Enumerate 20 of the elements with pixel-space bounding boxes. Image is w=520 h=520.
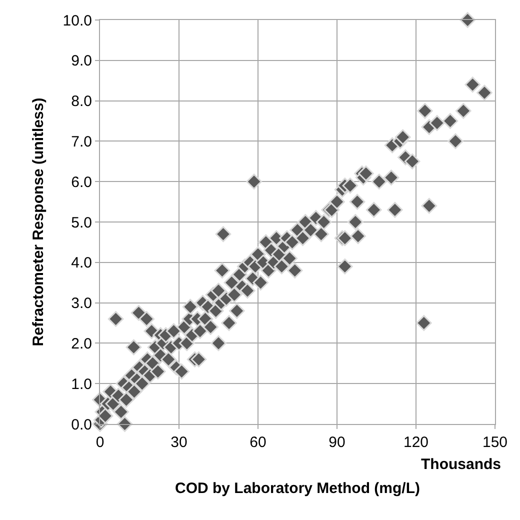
- y-tick-label: 5.0: [71, 214, 92, 232]
- x-tick-label: 60: [250, 434, 266, 451]
- x-tick-label: 90: [328, 434, 346, 451]
- y-tick-label: 6.0: [71, 174, 92, 191]
- y-tick-label: 1.0: [71, 376, 92, 393]
- y-tick-label: 2.0: [71, 335, 92, 352]
- x-tick-label: 150: [482, 434, 508, 451]
- x-tick-label: 120: [403, 434, 429, 451]
- x-axis-title: COD by Laboratory Method (mg/L): [175, 480, 420, 497]
- y-tick-label: 3.0: [71, 295, 92, 312]
- y-tick-label: 8.0: [71, 93, 92, 110]
- y-tick-label: 10.0: [62, 12, 92, 30]
- y-tick-label: 9.0: [71, 52, 92, 70]
- y-tick-label: 0.0: [71, 416, 92, 434]
- y-tick-label: 4.0: [71, 254, 92, 272]
- x-tick-label: 30: [170, 434, 188, 451]
- y-tick-label: 7.0: [71, 133, 92, 150]
- y-axis-title: Refractometer Response (unitless): [30, 98, 48, 346]
- text: Thousands: [421, 456, 502, 473]
- x-tick-label: 0: [96, 434, 104, 451]
